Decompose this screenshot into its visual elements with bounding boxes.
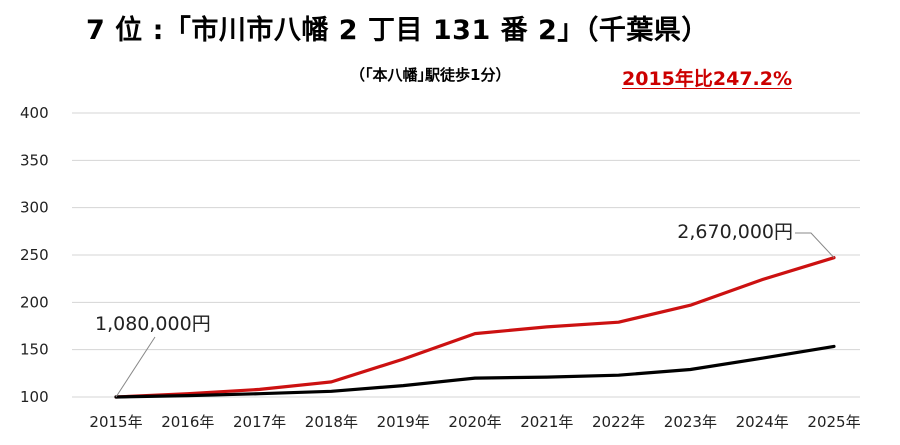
y-tick-label: 300 [20,199,49,217]
x-tick-label: 2017年 [233,413,286,431]
series-layer [114,256,836,399]
y-tick-label: 100 [20,388,49,406]
y-tick-label: 400 [20,104,49,122]
annotation-leader [795,232,835,258]
series-line-black [114,344,836,399]
annotation-leader [115,336,156,398]
x-tick-label: 2024年 [736,413,789,431]
y-tick-label: 350 [20,151,49,169]
x-tick-label: 2015年 [89,413,142,431]
annotation-end-value: 2,670,000円 [677,221,793,243]
x-tick-label: 2022年 [592,413,645,431]
ratio-label: 2015年比247.2% [622,68,793,90]
x-tick-label: 2019年 [377,413,430,431]
y-axis-ticks: 100 150 200 250 300 350 400 [20,104,49,406]
grid-layer [72,112,860,398]
x-tick-label: 2025年 [807,413,860,431]
x-tick-label: 2016年 [161,413,214,431]
annotations-layer: 1,080,000円 2,670,000円 [95,221,835,398]
y-tick-label: 200 [20,293,49,311]
series-line-red [114,256,836,399]
x-tick-label: 2021年 [520,413,573,431]
x-tick-label: 2018年 [305,413,358,431]
chart-subtitle: （｢本八幡｣駅徒歩1分） [350,66,511,84]
x-tick-label: 2020年 [448,413,501,431]
x-axis-ticks: 2015年 2016年 2017年 2018年 2019年 2020年 2021年 2022年… [89,413,860,431]
y-tick-label: 250 [20,246,49,264]
x-tick-label: 2023年 [664,413,717,431]
y-tick-label: 150 [20,341,49,359]
chart-title: 7 位 :「市川市八幡 2 丁目 131 番 2」（千葉県） [86,15,709,46]
annotation-start-value: 1,080,000円 [95,313,211,335]
